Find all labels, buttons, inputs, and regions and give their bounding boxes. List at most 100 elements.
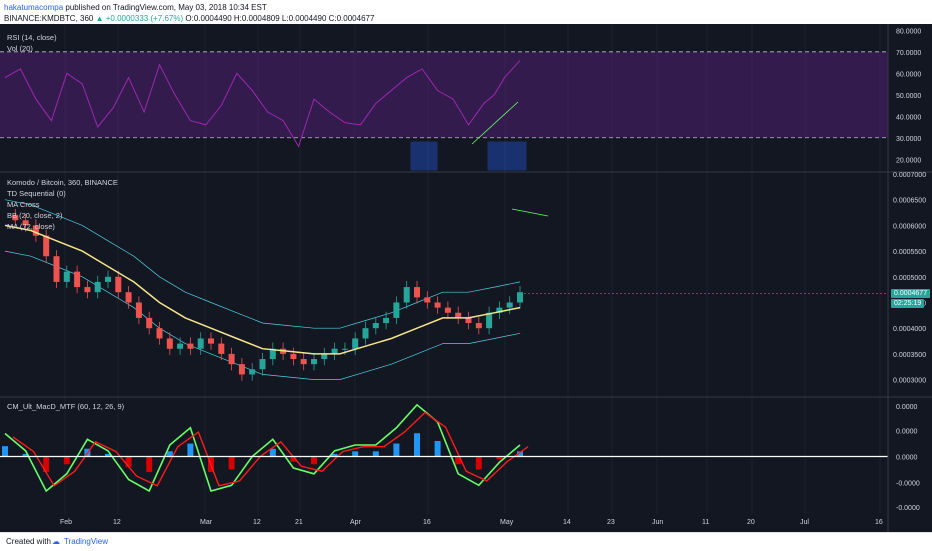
- price-tick-label: 0.0006500: [893, 198, 926, 205]
- candle: [32, 225, 39, 236]
- tradingview-brand[interactable]: TradingView: [64, 537, 109, 546]
- chart-canvas[interactable]: 80.0000 70.0000 60.0000 50.0000 40.0000 30.00…: [0, 24, 932, 532]
- time-tick-label: 21: [295, 519, 303, 526]
- price-tick-label: 0.0003000: [893, 378, 926, 385]
- macd-histogram-bar: [455, 456, 462, 465]
- macd-signal-line: [12, 411, 529, 487]
- time-tick-label: 12: [253, 519, 261, 526]
- candle: [218, 343, 225, 354]
- macd-histogram-bar: [187, 443, 194, 457]
- rsi-tick-label: 60.0000: [896, 71, 921, 78]
- candle: [197, 338, 204, 349]
- time-tick-label: 14: [563, 519, 571, 526]
- price-tick-label: 0.0006000: [893, 223, 926, 230]
- candle: [486, 312, 493, 329]
- author-link[interactable]: hakatumacompa: [4, 3, 64, 12]
- highlight-box: [487, 141, 527, 171]
- macd-histogram-bar: [496, 456, 503, 460]
- candle: [444, 307, 451, 313]
- macd-histogram-bar: [434, 440, 441, 457]
- price-tick-label: 0.0007000: [893, 172, 926, 179]
- rsi-line: [4, 60, 521, 148]
- change-text: ▲ +0.0000333 (+7.67%): [95, 14, 184, 23]
- macd-tick-label: 0.0000: [896, 455, 918, 462]
- time-tick-label: May: [500, 519, 514, 526]
- candle: [341, 348, 348, 350]
- candle: [12, 215, 19, 221]
- macd-histogram-bar: [269, 448, 276, 457]
- candle: [269, 348, 276, 360]
- candle: [496, 307, 503, 313]
- macd-histogram-bar: [414, 433, 420, 457]
- candle: [115, 276, 122, 293]
- macd-histogram-bar: [125, 456, 132, 467]
- price-tick-label: 0.0005500: [893, 249, 926, 256]
- candle: [156, 328, 163, 339]
- candle: [43, 235, 50, 257]
- candle: [63, 271, 70, 282]
- price-pane: [4, 199, 888, 381]
- published-text: published on TradingView.com, May 03, 20…: [65, 3, 267, 12]
- candle: [362, 328, 369, 339]
- macd-histogram-bar: [311, 456, 317, 465]
- candle: [517, 292, 523, 303]
- macd-histogram-bar: [517, 451, 523, 457]
- macd-histogram-bar: [290, 456, 297, 462]
- candle: [414, 287, 420, 298]
- candle: [331, 348, 338, 354]
- macd-histogram-bar: [331, 453, 338, 457]
- indicator-td: TD Sequential (0): [7, 189, 66, 198]
- drawing-line: [511, 208, 549, 217]
- indicator-ma: MA (72, close): [7, 222, 55, 231]
- macd-tick-label: -0.0000: [896, 480, 920, 487]
- time-tick-label: 20: [747, 519, 755, 526]
- rsi-title: RSI (14, close): [7, 33, 57, 42]
- symbol-text: BINANCE:KMDBTC, 360: [4, 14, 94, 23]
- rsi-tick-label: 80.0000: [896, 28, 921, 35]
- macd-histogram-bar: [228, 456, 235, 470]
- candle: [208, 338, 214, 344]
- candle: [238, 364, 245, 375]
- candle: [455, 312, 462, 318]
- indicator-bb: BB (20, close, 2): [7, 211, 63, 220]
- time-tick-label: Apr: [350, 519, 362, 526]
- candle: [311, 359, 317, 365]
- price-axis[interactable]: 80.0000 70.0000 60.0000 50.0000 40.0000 30.00…: [893, 28, 926, 512]
- candle: [74, 271, 81, 288]
- ohlc-text: O:0.0004490 H:0.0004809 L:0.0004490 C:0.…: [185, 14, 375, 23]
- rsi-tick-label: 70.0000: [896, 50, 921, 57]
- countdown-tag: 02:25:19: [891, 299, 925, 308]
- bb-upper: [4, 199, 521, 329]
- price-tick-label: 0.0004000: [893, 326, 926, 333]
- macd-tick-label: -0.0000: [896, 505, 920, 512]
- candle: [94, 281, 101, 293]
- symbol-line: BINANCE:KMDBTC, 360 ▲ +0.0000333 (+7.67%…: [4, 14, 374, 23]
- candle: [105, 276, 111, 282]
- vol-title: Vol (20): [7, 44, 33, 53]
- time-tick-label: 23: [607, 519, 615, 526]
- rsi-pane: [0, 51, 888, 171]
- macd-histogram-bar: [393, 443, 400, 457]
- candle: [434, 302, 441, 308]
- candle: [166, 338, 173, 349]
- macd-histogram-bar: [22, 453, 29, 457]
- indicator-macross: MA Cross: [7, 200, 40, 209]
- time-tick-label: Jun: [652, 519, 663, 526]
- rsi-tick-label: 40.0000: [896, 114, 921, 121]
- macd-tick-label: 0.0000: [896, 429, 918, 436]
- candle: [249, 369, 256, 375]
- time-tick-label: 12: [113, 519, 121, 526]
- candle: [259, 359, 266, 370]
- candle: [146, 317, 153, 329]
- time-tick-label: Mar: [200, 519, 213, 526]
- ma-line: [4, 224, 521, 355]
- macd-title: CM_Ult_MacD_MTF (60, 12, 26, 9): [7, 402, 125, 411]
- candle: [321, 353, 328, 360]
- candle: [383, 317, 390, 324]
- time-tick-label: 16: [875, 519, 883, 526]
- rsi-tick-label: 20.0000: [896, 157, 921, 164]
- time-axis[interactable]: Feb 12 Mar 12 21 Apr 16 May 14 23 Jun 11 20 Jul 16: [60, 519, 883, 526]
- candle: [125, 292, 132, 303]
- candle: [475, 323, 482, 329]
- time-tick-label: Feb: [60, 519, 72, 526]
